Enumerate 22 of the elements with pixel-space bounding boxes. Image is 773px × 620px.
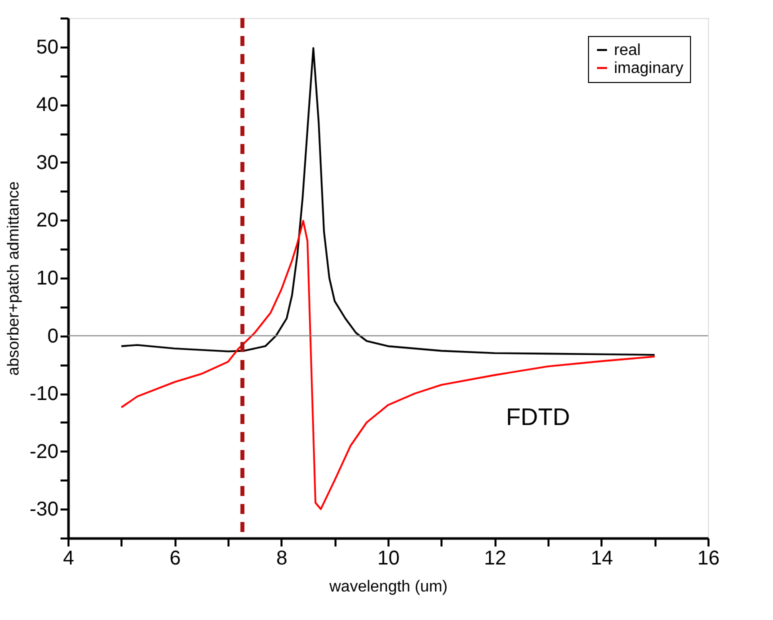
y-tick-label: -20 <box>30 440 58 463</box>
x-tick-label: 8 <box>276 548 288 570</box>
y-tick-label: -30 <box>30 498 58 521</box>
y-tick-label: 10 <box>36 268 58 290</box>
line-series <box>120 220 656 510</box>
y-tick-label: 30 <box>36 152 58 174</box>
x-tick-label: 10 <box>377 548 400 570</box>
y-tick-label: 20 <box>36 210 58 232</box>
x-tick-label: 6 <box>170 548 181 570</box>
y-tick-label: -10 <box>30 383 58 406</box>
x-tick-label: 12 <box>484 548 506 570</box>
y-tick-label: 50 <box>36 36 58 58</box>
x-tick-label: 4 <box>62 548 74 570</box>
y-tick-label: 0 <box>47 325 58 348</box>
x-tick-label: 14 <box>590 548 613 570</box>
x-axis-title: wavelength (um) <box>328 578 448 596</box>
y-axis-title: absorber+patch admittance <box>6 181 23 376</box>
legend-label: imaginary <box>614 60 684 77</box>
x-tick-label: 16 <box>697 548 720 570</box>
legend-label: real <box>614 42 641 59</box>
annotation: FDTD <box>506 404 570 431</box>
y-tick-label: 40 <box>36 94 58 116</box>
